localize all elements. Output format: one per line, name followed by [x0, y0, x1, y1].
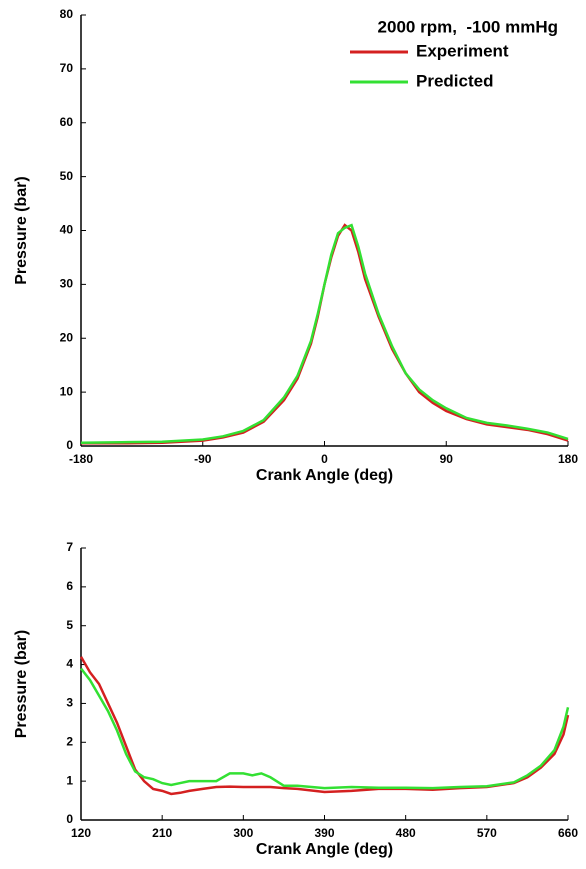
series-line [80, 223, 569, 445]
x-tick-label: 660 [558, 826, 578, 840]
y-tick-label: 70 [60, 61, 74, 75]
y-tick-label: 5 [66, 618, 73, 632]
x-tick-label: 390 [314, 826, 334, 840]
legend-label: Predicted [416, 71, 493, 90]
y-tick-label: 40 [60, 223, 74, 237]
series-line [80, 667, 570, 790]
x-tick-label: 300 [233, 826, 253, 840]
x-tick-label: 90 [440, 452, 454, 466]
x-tick-label: 210 [152, 826, 172, 840]
x-axis-label: Crank Angle (deg) [256, 841, 393, 858]
y-tick-label: 80 [60, 7, 74, 21]
x-tick-label: 0 [321, 452, 328, 466]
y-tick-label: 60 [60, 115, 74, 129]
y-tick-label: 30 [60, 277, 74, 291]
x-tick-label: -90 [194, 452, 212, 466]
y-axis-label: Pressure (bar) [13, 630, 30, 739]
y-tick-label: 3 [66, 696, 73, 710]
y-tick-label: 50 [60, 169, 74, 183]
y-tick-label: 1 [66, 773, 73, 787]
y-axis-label: Pressure (bar) [13, 176, 30, 285]
annotation: 2000 rpm, -100 mmHg [378, 17, 558, 36]
series-line [79, 656, 570, 796]
y-tick-label: 0 [66, 812, 73, 826]
x-tick-label: 480 [396, 826, 416, 840]
x-tick-label: -180 [69, 452, 93, 466]
y-tick-label: 10 [60, 384, 74, 398]
series-line [81, 223, 569, 445]
y-tick-label: 20 [60, 330, 74, 344]
y-tick-label: 2 [66, 734, 73, 748]
legend-label: Experiment [416, 41, 509, 60]
x-tick-label: 180 [558, 452, 578, 466]
x-tick-label: 570 [477, 826, 497, 840]
y-tick-label: 6 [66, 579, 73, 593]
x-axis-label: Crank Angle (deg) [256, 467, 393, 484]
y-tick-label: 4 [66, 657, 73, 671]
y-tick-label: 0 [66, 438, 73, 452]
x-tick-label: 120 [71, 826, 91, 840]
y-tick-label: 7 [66, 540, 73, 554]
